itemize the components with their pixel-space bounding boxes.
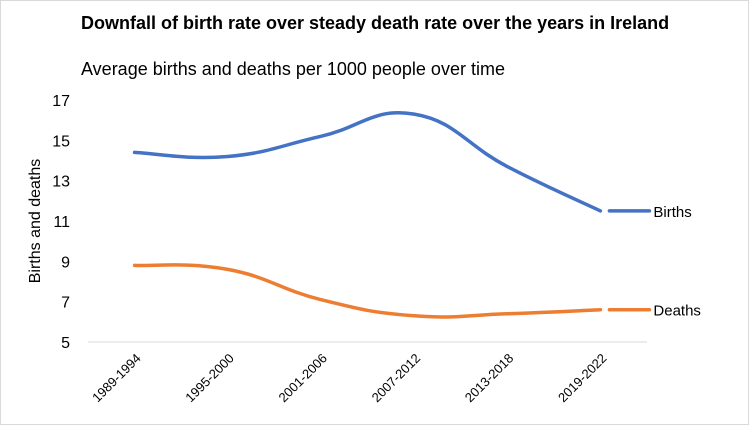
data-point-births — [319, 134, 323, 138]
data-point-deaths — [412, 314, 416, 318]
x-tick-label: 2019-2022 — [555, 351, 610, 406]
series-label-births: Births — [653, 204, 691, 221]
data-point-deaths — [226, 267, 230, 271]
y-tick-label: 13 — [52, 174, 70, 191]
data-point-births — [133, 150, 137, 154]
data-point-births — [505, 165, 509, 169]
chart-title: Downfall of birth rate over steady death… — [81, 13, 670, 33]
y-tick-label: 9 — [61, 254, 70, 271]
data-point-deaths — [133, 263, 137, 267]
y-tick-label: 17 — [52, 93, 70, 110]
x-tick-label: 2007-2012 — [369, 351, 424, 406]
chart-subtitle: Average births and deaths per 1000 peopl… — [81, 59, 505, 79]
y-tick-label: 7 — [61, 295, 70, 312]
y-tick-label: 5 — [61, 335, 70, 352]
x-tick-label: 2001-2006 — [275, 351, 330, 406]
series-deaths: Deaths — [132, 263, 701, 320]
data-point-births — [598, 209, 602, 213]
x-axis: 1989-1994 1995-2000 2001-2006 2007-2012 2013… — [88, 341, 647, 406]
x-tick-label: 1989-1994 — [89, 351, 144, 406]
x-tick-label: 2013-2018 — [462, 351, 517, 406]
series-line-births — [132, 111, 603, 213]
y-tick-label: 15 — [52, 133, 70, 150]
series-layer: Births Deaths — [132, 111, 701, 320]
data-point-births — [226, 154, 230, 158]
data-point-births — [412, 112, 416, 116]
series-births: Births — [132, 111, 692, 221]
data-point-deaths — [319, 298, 323, 302]
data-point-deaths — [598, 308, 602, 312]
series-label-deaths: Deaths — [653, 303, 701, 320]
y-axis: 5 7 9 11 13 15 17 — [52, 93, 70, 352]
x-tick-label: 1995-2000 — [182, 351, 237, 406]
series-line-deaths — [132, 263, 603, 319]
y-tick-label: 11 — [53, 214, 70, 231]
y-axis-title: Births and deaths — [27, 159, 44, 284]
data-point-deaths — [505, 312, 509, 316]
